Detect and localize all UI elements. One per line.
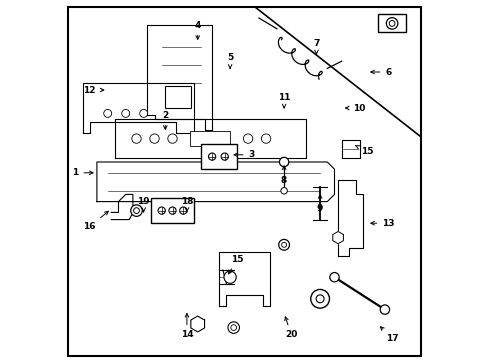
Circle shape (122, 109, 129, 117)
Circle shape (221, 153, 228, 160)
Text: 20: 20 (284, 317, 297, 339)
Circle shape (310, 289, 329, 308)
Text: 9: 9 (316, 195, 323, 213)
Circle shape (329, 273, 339, 282)
Text: 18: 18 (180, 197, 193, 212)
Circle shape (208, 153, 215, 160)
Text: 14: 14 (180, 314, 193, 339)
Text: 7: 7 (313, 39, 319, 54)
Text: 15: 15 (228, 255, 243, 274)
Polygon shape (332, 231, 343, 244)
Polygon shape (82, 83, 194, 133)
Text: 16: 16 (83, 211, 108, 231)
Polygon shape (115, 119, 305, 158)
Circle shape (227, 322, 239, 333)
Bar (377, 14, 406, 32)
Circle shape (261, 134, 270, 143)
Circle shape (103, 109, 111, 117)
Text: 8: 8 (281, 166, 286, 185)
Circle shape (149, 134, 159, 143)
Circle shape (281, 242, 286, 247)
Circle shape (316, 295, 324, 303)
Text: 11: 11 (277, 93, 290, 108)
Text: 10: 10 (345, 104, 365, 113)
Polygon shape (97, 162, 334, 202)
Polygon shape (337, 180, 363, 256)
Polygon shape (147, 25, 212, 130)
Circle shape (380, 305, 389, 314)
Circle shape (130, 205, 142, 216)
Text: 4: 4 (194, 21, 201, 39)
Text: 13: 13 (370, 219, 394, 228)
Circle shape (279, 157, 288, 167)
Bar (201, 144, 237, 169)
Circle shape (278, 239, 289, 250)
Text: 2: 2 (162, 111, 168, 129)
Text: 15: 15 (355, 145, 372, 156)
Bar (190, 131, 230, 146)
Circle shape (132, 134, 141, 143)
Circle shape (133, 208, 139, 213)
Circle shape (167, 134, 177, 143)
Text: 12: 12 (83, 86, 103, 95)
Text: 19: 19 (137, 197, 150, 212)
Circle shape (168, 207, 176, 214)
Circle shape (243, 134, 252, 143)
Bar (151, 198, 194, 223)
Polygon shape (219, 252, 269, 306)
Circle shape (388, 21, 394, 26)
Circle shape (280, 188, 287, 194)
Polygon shape (190, 316, 204, 332)
Circle shape (140, 109, 147, 117)
Text: 1: 1 (72, 168, 93, 177)
Bar (165, 86, 190, 108)
Text: 6: 6 (370, 68, 391, 77)
Circle shape (386, 18, 397, 29)
Circle shape (230, 325, 236, 330)
Circle shape (158, 207, 165, 214)
Text: 3: 3 (233, 150, 254, 159)
Text: 5: 5 (226, 53, 233, 68)
Circle shape (224, 271, 236, 283)
Text: 17: 17 (380, 327, 398, 343)
Circle shape (179, 207, 186, 214)
